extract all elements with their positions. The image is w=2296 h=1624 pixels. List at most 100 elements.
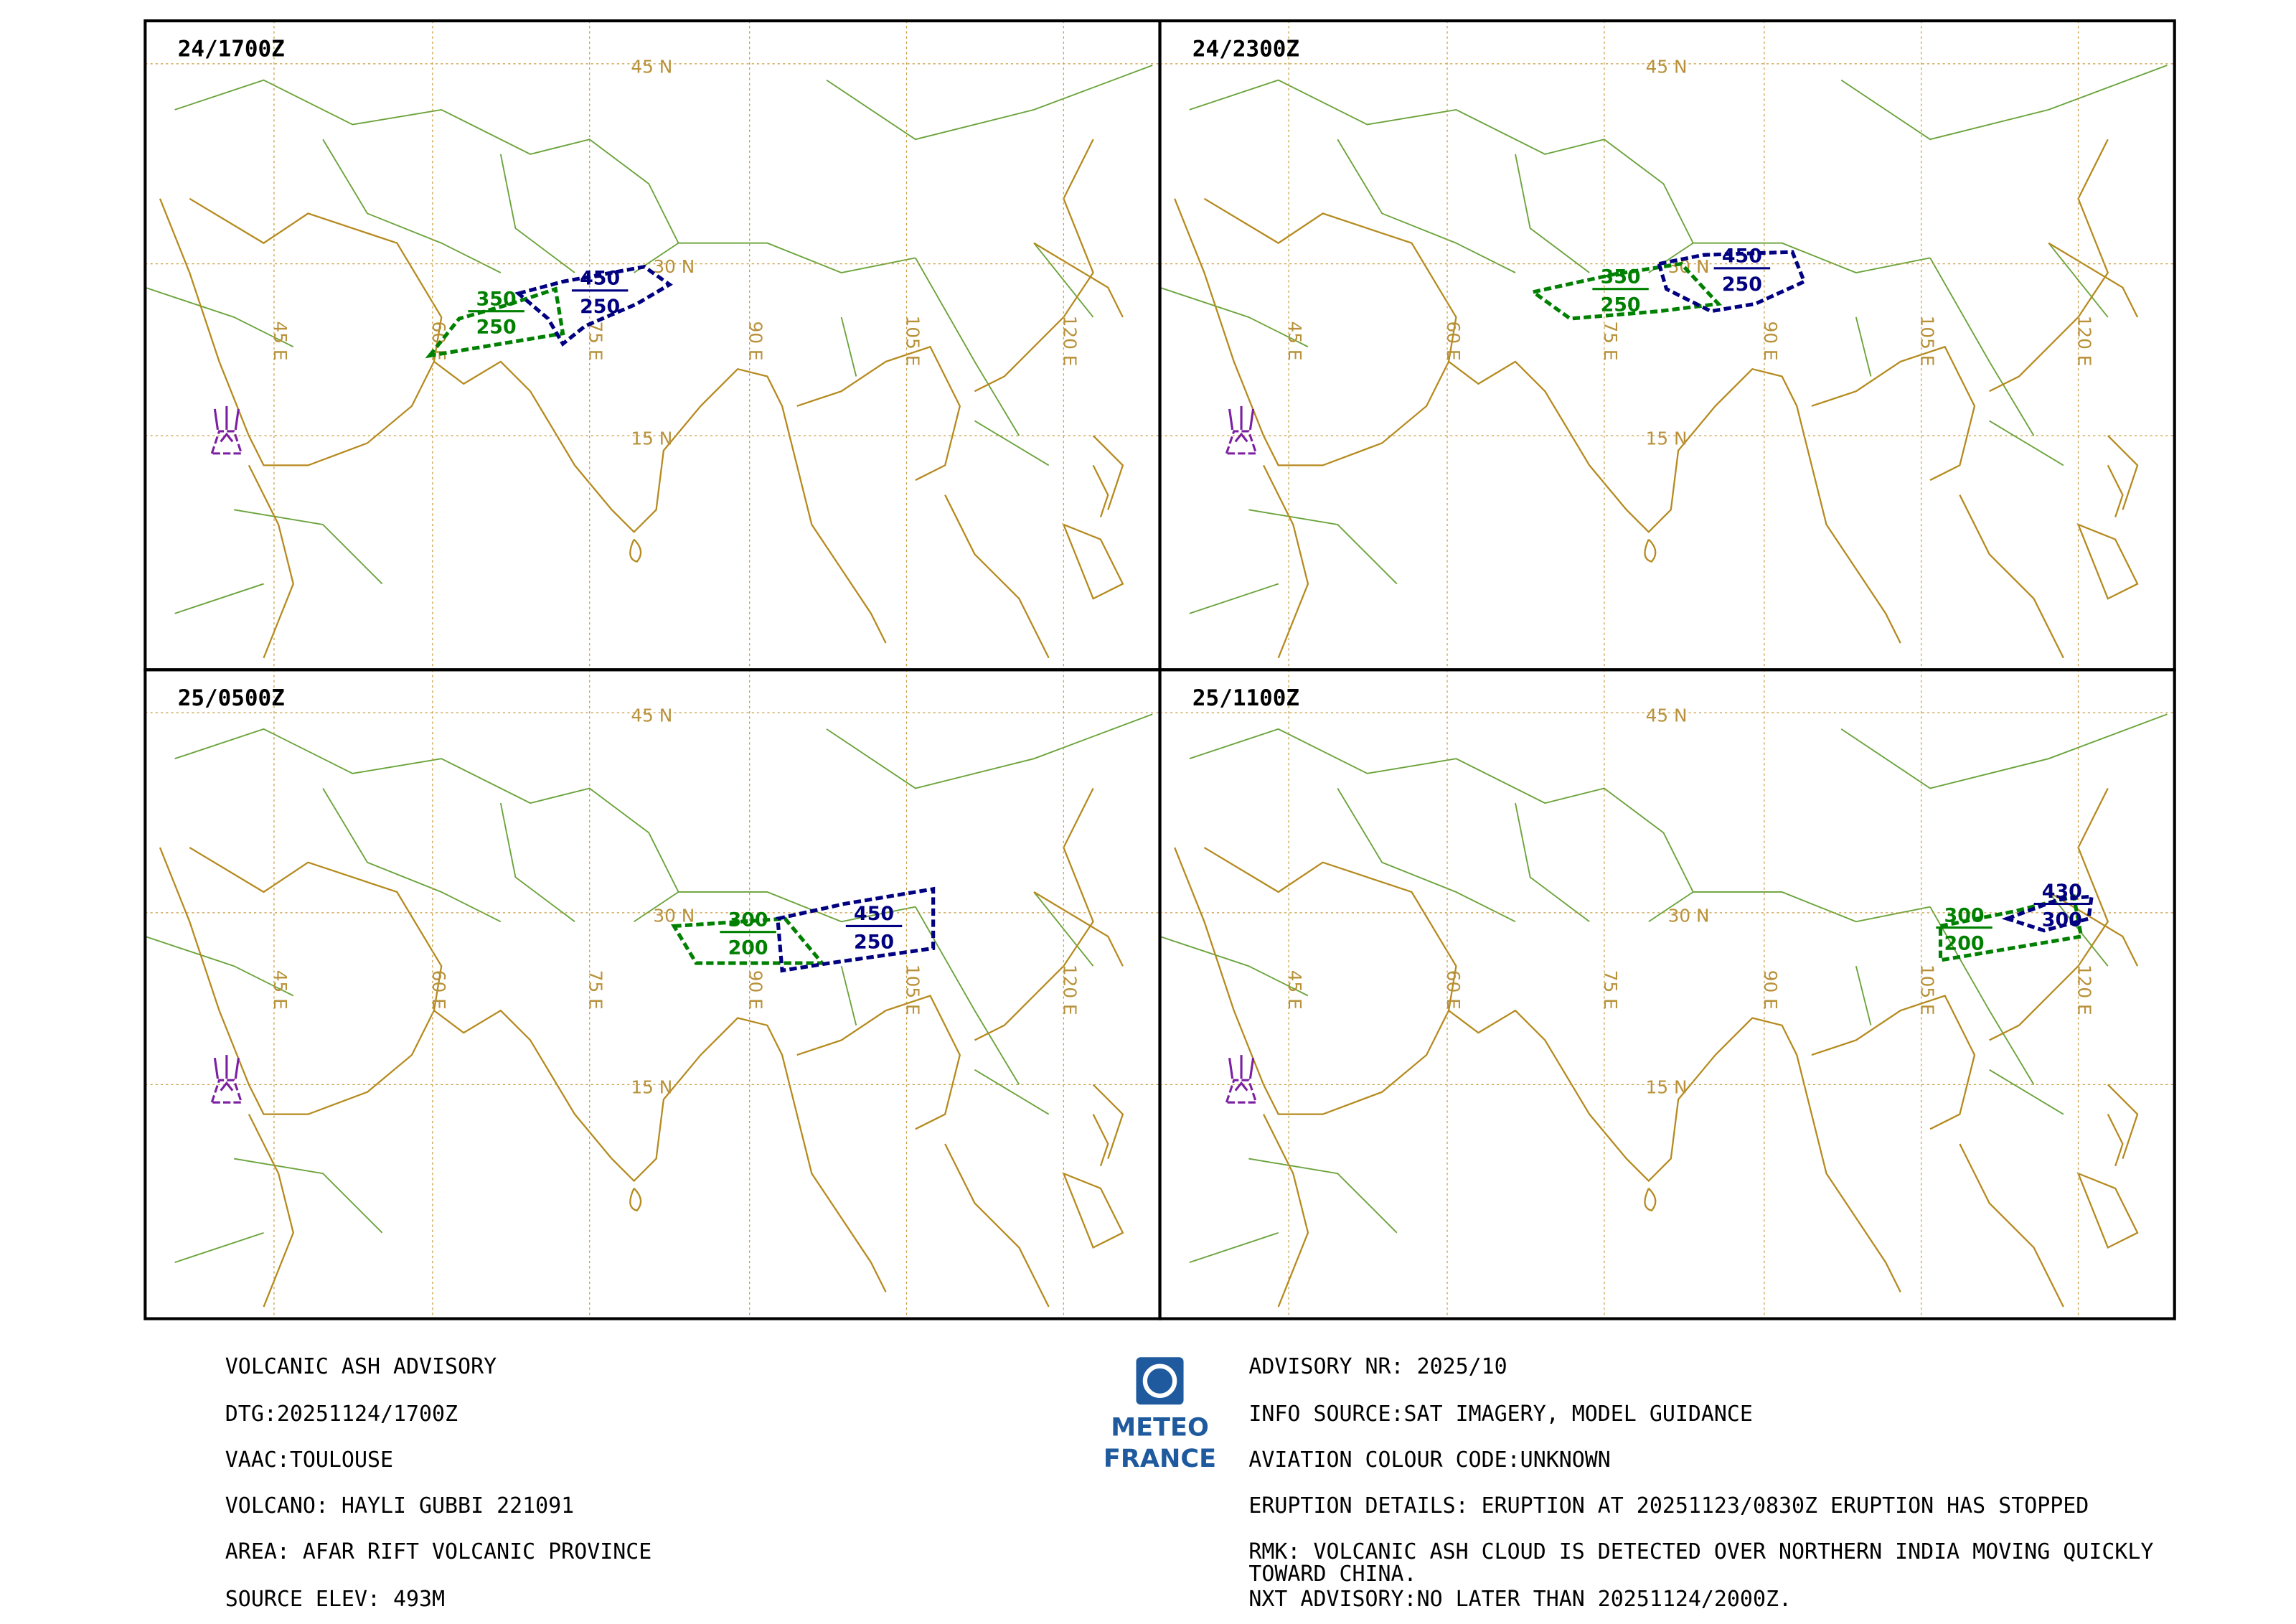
lon-label: 45 E (270, 321, 291, 360)
flight-level-top: 450 (1722, 245, 1762, 268)
panel-time: 24/2300Z (1192, 37, 1299, 62)
lat-label: 15 N (1646, 1077, 1688, 1098)
lat-label: 15 N (1646, 428, 1688, 449)
remark-line: TOWARD CHINA. (1248, 1562, 1416, 1587)
lon-label: 105 E (902, 964, 923, 1015)
advisory-line: ERUPTION DETAILS: ERUPTION AT 20251123/0… (1248, 1493, 2089, 1519)
logo-text: METEO (1111, 1413, 1209, 1442)
ash-cloud (1938, 894, 2084, 963)
advisory-line: AREA: AFAR RIFT VOLCANIC PROVINCE (225, 1539, 651, 1564)
flight-level-base: 200 (1944, 933, 1985, 955)
lon-label: 45 E (1284, 321, 1305, 360)
remark-line: RMK: VOLCANIC ASH CLOUD IS DETECTED OVER… (1248, 1539, 2153, 1564)
map-content: 45 N 30 N 15 N 45 E 60 E 75 E 90 E 105 E 120 E 30… (145, 670, 1160, 1319)
advisory-line: VOLCANIC ASH ADVISORY (225, 1354, 497, 1379)
lon-label: 90 E (745, 970, 766, 1010)
lon-label: 45 E (270, 970, 291, 1010)
advisory-line: VOLCANO: HAYLI GUBBI 221091 (225, 1493, 574, 1519)
basemap (145, 713, 1154, 1308)
flight-level-base: 250 (1722, 273, 1762, 296)
lon-label: 105 E (1917, 316, 1938, 367)
map-panel: 45 N 30 N 15 N 45 E 60 E 75 E 90 E 105 E 120 E 30… (144, 668, 1162, 1320)
volcano-icon (210, 1053, 243, 1104)
lat-label: 30 N (653, 256, 695, 277)
flight-level-base: 250 (1601, 294, 1641, 316)
panel-frame (1158, 19, 2176, 672)
lon-label: 120 E (1059, 964, 1080, 1015)
lon-label: 60 E (1443, 321, 1464, 360)
logo: METEO FRANCE (1104, 1357, 1216, 1473)
ash-cloud (514, 265, 673, 347)
flight-level-top: 300 (728, 909, 768, 931)
ash-cloud (425, 286, 565, 359)
flight-level-top: 450 (854, 903, 894, 925)
advisory-line: AVIATION COLOUR CODE:UNKNOWN (1248, 1447, 1610, 1473)
next-advisory: NXT ADVISORY:NO LATER THAN 20251124/2000… (1248, 1587, 1792, 1612)
map-content: 45 N 30 N 15 N 45 E 60 E 75 E 90 E 105 E 120 E 30… (1159, 670, 2175, 1319)
flight-level-base: 250 (476, 316, 517, 339)
ash-cloud (2001, 894, 2094, 933)
flight-level-top: 350 (476, 288, 517, 310)
lon-label: 105 E (1917, 964, 1938, 1015)
volcano-icon (1225, 405, 1258, 455)
logo-text: FRANCE (1104, 1444, 1216, 1473)
panel-frame (1158, 668, 2176, 1320)
lon-label: 60 E (1443, 970, 1464, 1010)
ash-cloud (776, 886, 936, 973)
lon-label: 120 E (2074, 964, 2095, 1015)
lon-label: 90 E (1760, 970, 1781, 1010)
panel-time: 25/1100Z (1192, 685, 1299, 711)
advisory-line: SOURCE ELEV: 493M (225, 1587, 445, 1612)
lon-label: 120 E (1059, 316, 1080, 367)
flight-level-top: 350 (1601, 266, 1641, 288)
flight-level-base: 200 (728, 937, 768, 959)
map-panel: 45 N 30 N 15 N 45 E 60 E 75 E 90 E 105 E 120 E 30… (1158, 668, 2176, 1320)
advisory-line: INFO SOURCE:SAT IMAGERY, MODEL GUIDANCE (1248, 1402, 1753, 1427)
lat-label: 45 N (1646, 56, 1688, 77)
lon-label: 60 E (428, 970, 449, 1010)
ash-cloud (670, 916, 827, 965)
panel-time: 24/1700Z (178, 37, 285, 62)
ash-cloud (1528, 261, 1723, 321)
advisory-line: DTG:20251124/1700Z (225, 1402, 458, 1427)
ash-cloud (1656, 250, 1807, 314)
lon-label: 120 E (2074, 316, 2095, 367)
lat-label: 15 N (631, 428, 672, 449)
lon-label: 105 E (902, 316, 923, 367)
basemap (1159, 64, 2168, 659)
map-content: 45 N30 N15 N45 E 60 E 75 E 90 E 105 E 120 E35… (1159, 21, 2175, 670)
lat-label: 30 N (653, 905, 695, 926)
lon-label: 75 E (585, 970, 606, 1010)
lat-label: 15 N (631, 1077, 672, 1098)
flight-level-top: 450 (580, 268, 620, 290)
map-panel: 45 N30 N15 N45 E 60 E 75 E 90 E 105 E 120 E35… (1158, 19, 2176, 672)
panel-frame (144, 668, 1162, 1320)
lon-label: 90 E (745, 321, 766, 360)
flight-level-base: 300 (2042, 909, 2082, 931)
map-panel: 45 N30 N15 N45 E 60 E 75 E 90 E 105 E 120 E35… (144, 19, 1162, 672)
map-content: 45 N30 N15 N45 E 60 E 75 E 90 E 105 E 120 E35… (145, 21, 1160, 670)
lon-label: 75 E (585, 321, 606, 360)
flight-level-base: 250 (854, 931, 894, 953)
advisory-line: VAAC:TOULOUSE (225, 1447, 393, 1473)
panel-time: 25/0500Z (178, 685, 285, 711)
basemap (1159, 713, 2168, 1308)
lat-label: 30 N (1668, 905, 1710, 926)
basemap (145, 64, 1154, 659)
logo-ring (1142, 1363, 1177, 1399)
lon-label: 90 E (1760, 321, 1781, 360)
lat-label: 45 N (1646, 705, 1688, 726)
advisory-line: ADVISORY NR: 2025/10 (1248, 1354, 1507, 1379)
flight-level-top: 300 (1944, 904, 1985, 926)
panel-frame (144, 19, 1162, 672)
lon-label: 75 E (1600, 321, 1621, 360)
volcano-icon (210, 405, 243, 455)
flight-level-base: 250 (580, 296, 620, 318)
lat-label: 45 N (631, 705, 672, 726)
volcano-icon (1225, 1053, 1258, 1104)
lat-label: 45 N (631, 56, 672, 77)
flight-level-top: 430 (2042, 881, 2082, 903)
lon-label: 45 E (1284, 970, 1305, 1010)
lon-label: 75 E (1600, 970, 1621, 1010)
